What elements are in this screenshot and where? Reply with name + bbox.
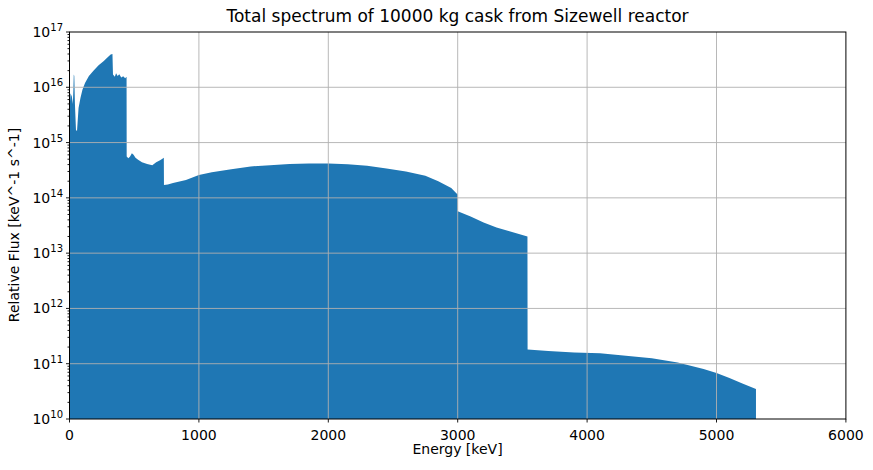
- svg-text:1012: 1012: [32, 298, 63, 316]
- figure: 0100020003000400050006000101010111012101…: [0, 0, 873, 470]
- plot-canvas: 0100020003000400050006000101010111012101…: [0, 0, 873, 470]
- spectrum-area: [70, 54, 756, 419]
- svg-text:1011: 1011: [32, 354, 63, 372]
- y-axis-label: Relative Flux [keV^-1 s^-1]: [6, 128, 22, 322]
- x-axis-label: Energy [keV]: [69, 441, 846, 457]
- svg-text:1013: 1013: [32, 243, 63, 261]
- y-tick-labels: 1010 1011 1012 1013 1014 1015 1016 1017: [32, 22, 63, 427]
- svg-text:1016: 1016: [32, 77, 63, 95]
- svg-text:1015: 1015: [32, 133, 63, 151]
- svg-text:1017: 1017: [32, 22, 63, 40]
- svg-text:1010: 1010: [32, 409, 63, 427]
- chart-title: Total spectrum of 10000 kg cask from Siz…: [69, 7, 846, 26]
- svg-text:1014: 1014: [32, 188, 63, 206]
